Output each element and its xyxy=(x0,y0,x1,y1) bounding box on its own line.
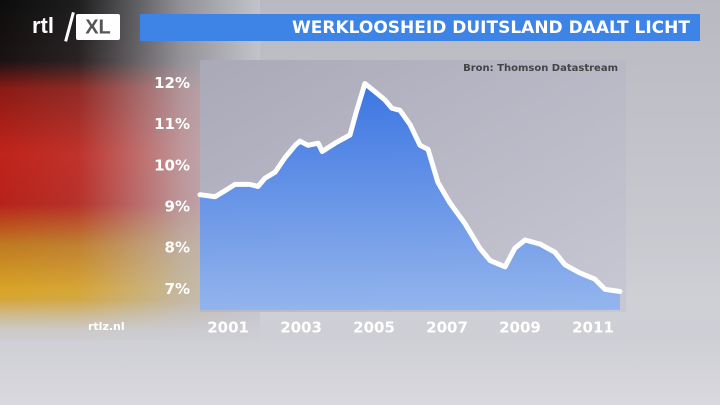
x-tick-label: 2005 xyxy=(353,319,395,337)
line xyxy=(197,81,623,294)
x-tick-label: 2003 xyxy=(280,319,322,337)
x-tick-label: 2009 xyxy=(499,319,541,337)
logo-slash xyxy=(64,11,75,42)
y-tick-label: 12% xyxy=(154,74,190,92)
logo-xl: XL xyxy=(85,16,111,38)
title-bar xyxy=(140,14,700,41)
y-tick-label: 9% xyxy=(165,198,190,216)
website: rtlz.nl xyxy=(88,320,125,333)
source: Bron: Thomson Datastream xyxy=(463,63,618,74)
x-tick-label: 2007 xyxy=(426,319,468,337)
chart-title: WERKLOOSHEID DUITSLAND DAALT LICHT xyxy=(292,18,690,38)
y-tick-label: 7% xyxy=(165,280,190,298)
logo-box xyxy=(76,14,120,40)
logo-rtl: rtl xyxy=(32,13,54,38)
y-tick-label: 11% xyxy=(154,115,190,133)
x-tick-label: 2001 xyxy=(207,319,249,337)
x-tick-label: 2011 xyxy=(572,319,614,337)
y-tick-label: 10% xyxy=(154,156,190,174)
y-tick-label: 8% xyxy=(165,239,190,257)
bottom-fade xyxy=(0,300,720,405)
